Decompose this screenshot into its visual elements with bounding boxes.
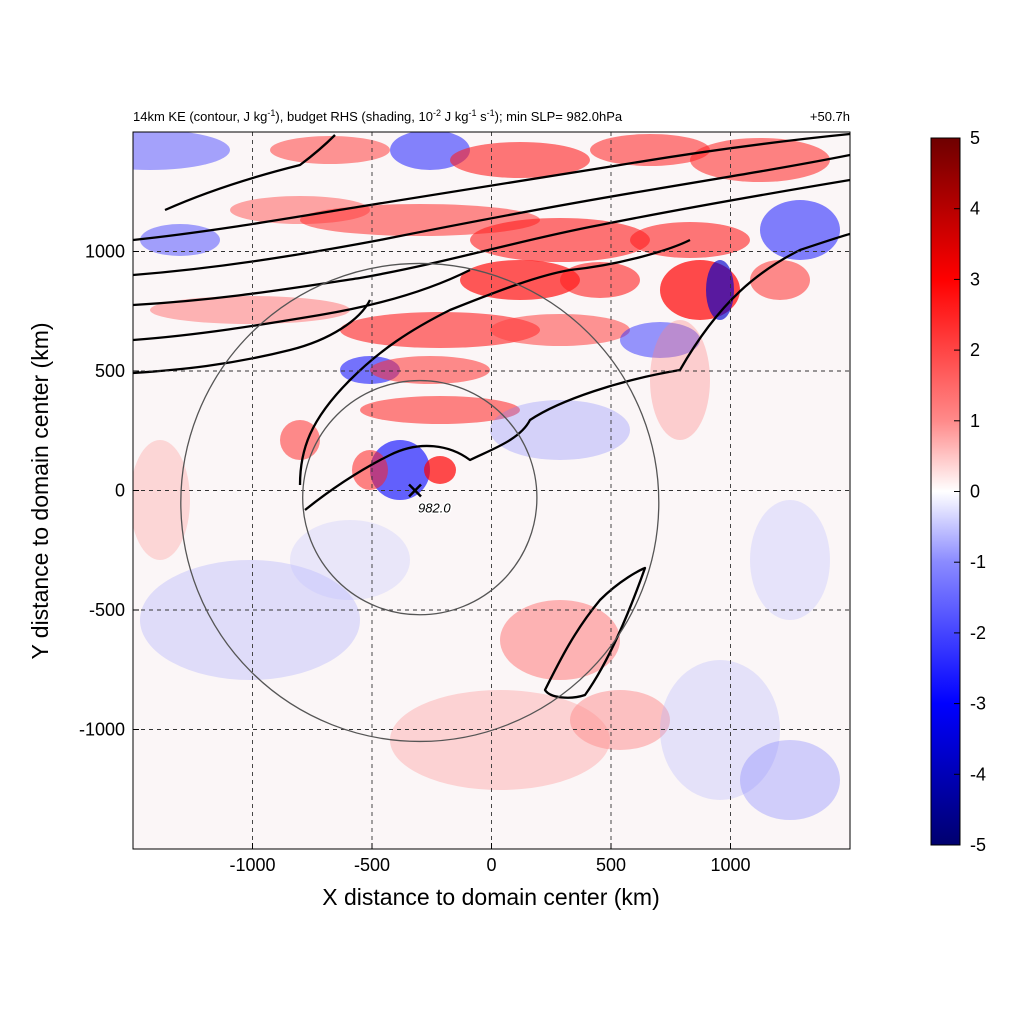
shading-blob <box>150 296 350 324</box>
shading-blob <box>470 218 650 262</box>
radius-ring <box>302 379 538 616</box>
y-tick-label: -500 <box>89 600 125 620</box>
shading-blob <box>133 440 190 560</box>
y-tick-label: 1000 <box>85 242 125 262</box>
radius-ring <box>180 262 660 743</box>
storm-center: 982.0 <box>408 483 453 517</box>
shading-blob <box>340 312 540 348</box>
shading-blob <box>760 200 840 260</box>
colorbar-tick-label: 4 <box>970 199 980 219</box>
colorbar-tick-label: -4 <box>970 764 986 784</box>
time-label: +50.7h <box>810 109 850 124</box>
x-tick-label: 500 <box>596 855 626 875</box>
shading-blob <box>450 142 590 178</box>
shading-blob <box>490 314 630 346</box>
colorbar-ticks: 5 4 3 2 1 0 -1 -2 -3 -4 -5 <box>954 128 986 855</box>
shading-blob <box>370 440 430 500</box>
chart-title: 14km KE (contour, J kg-1), budget RHS (s… <box>133 108 623 124</box>
ke-contour <box>298 238 691 486</box>
ke-contour <box>133 153 850 277</box>
shading-blob <box>740 740 840 820</box>
ke-contour <box>133 132 850 242</box>
colorbar-tick-label: 5 <box>970 128 980 148</box>
plot-area: 982.0 <box>132 131 851 850</box>
x-tick-label: 0 <box>486 855 496 875</box>
shading-blob <box>370 356 490 384</box>
colorbar-tick-label: 3 <box>970 269 980 289</box>
x-axis-label: X distance to domain center (km) <box>322 884 659 910</box>
shading-field <box>133 132 840 820</box>
x-tick-label: -1000 <box>229 855 275 875</box>
shading-blob <box>133 132 230 170</box>
colorbar-tick-label: -3 <box>970 694 986 714</box>
shading-blob <box>620 322 700 358</box>
shading-blob <box>490 400 630 460</box>
shading-blob <box>290 520 410 600</box>
ke-contour <box>133 178 850 307</box>
ke-contour <box>133 299 372 375</box>
colorbar-tick-label: 2 <box>970 340 980 360</box>
y-tick-label: 500 <box>95 361 125 381</box>
shading-blob <box>560 262 640 298</box>
y-axis: -1000 -500 0 500 1000 <box>79 242 139 740</box>
ke-contour <box>164 134 336 212</box>
x-tick-label: 1000 <box>710 855 750 875</box>
colorbar-tick-label: -5 <box>970 835 986 855</box>
shading-blob <box>500 600 620 680</box>
colorbar-tick-label: -2 <box>970 623 986 643</box>
shading-blob <box>390 132 470 170</box>
ke-contours <box>133 132 850 699</box>
storm-center-label: 982.0 <box>418 501 451 516</box>
shading-blob <box>352 450 388 490</box>
shading-blob <box>750 260 810 300</box>
shading-blob <box>140 560 360 680</box>
y-axis-label: Y distance to domain center (km) <box>27 322 53 659</box>
shading-blob <box>570 690 670 750</box>
storm-center-marker <box>408 483 422 498</box>
shading-blob <box>660 660 780 800</box>
colorbar-tick-label: -1 <box>970 552 986 572</box>
shading-blob <box>650 320 710 440</box>
shading-blob <box>270 136 390 164</box>
ke-contour <box>304 232 850 511</box>
shading-blob <box>590 134 710 166</box>
shading-blob <box>424 456 456 484</box>
shading-blob <box>360 396 520 424</box>
colorbar-tick-label: 1 <box>970 411 980 431</box>
colorbar: 5 4 3 2 1 0 -1 -2 -3 -4 -5 <box>930 128 986 855</box>
shading-blob <box>750 500 830 620</box>
shading-blob <box>300 204 540 236</box>
shading-blob <box>460 260 580 300</box>
y-tick-label: -1000 <box>79 720 125 740</box>
shading-blob <box>390 690 610 790</box>
radius-rings <box>180 262 660 743</box>
shading-blob <box>280 420 320 460</box>
ke-contour <box>543 566 647 699</box>
x-tick-label: -500 <box>354 855 390 875</box>
x-axis: -1000 -500 0 500 1000 <box>229 843 751 875</box>
ke-contour <box>133 268 471 342</box>
colorbar-tick-label: 0 <box>970 482 980 502</box>
y-tick-label: 0 <box>115 481 125 501</box>
